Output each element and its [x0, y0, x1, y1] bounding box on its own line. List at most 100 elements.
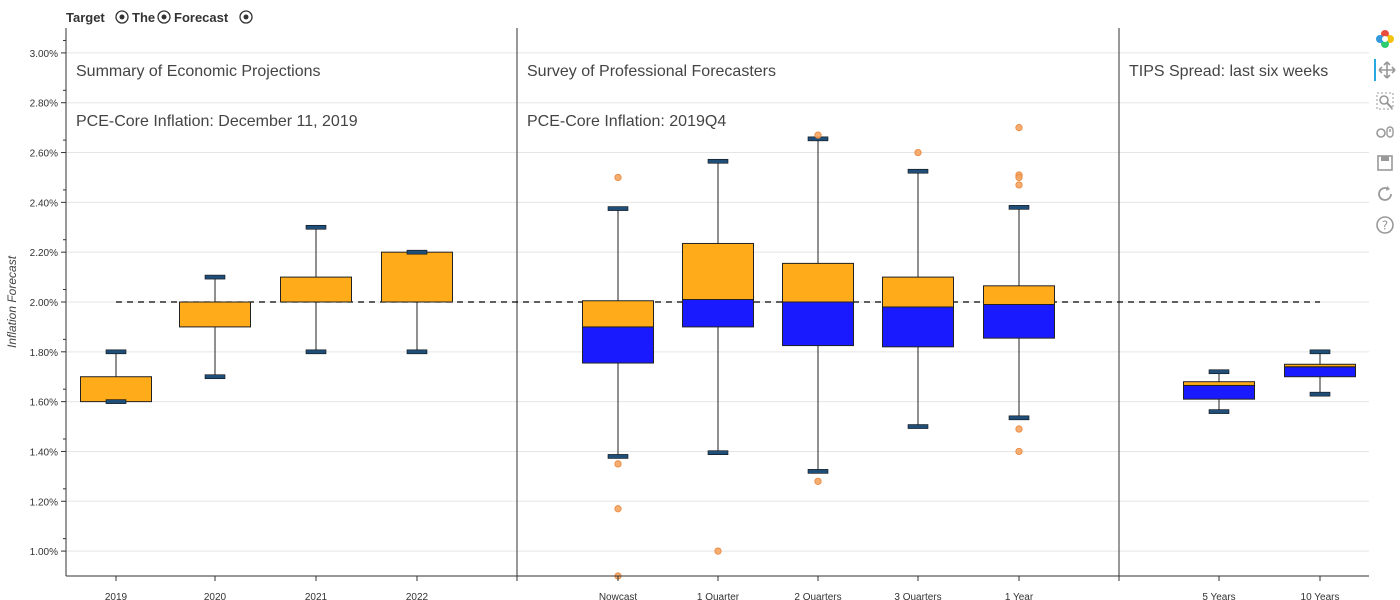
title-word: Target [66, 10, 105, 25]
target-ring [157, 10, 171, 24]
box-1-quarter [682, 158, 754, 555]
whisker-cap-upper [1208, 369, 1230, 375]
box-3-quarters [882, 148, 954, 429]
target-center [243, 14, 249, 20]
outlier-point [1015, 447, 1023, 456]
x-tick-label: 3 Quarters [894, 592, 941, 600]
whisker-cap-lower [907, 424, 929, 429]
box-upper [1284, 363, 1356, 368]
whisker-cap-upper [707, 158, 729, 164]
whisker-cap-upper [305, 224, 327, 230]
box-upper [80, 376, 152, 403]
box-lower [682, 299, 754, 328]
target-center [119, 14, 125, 20]
y-tick-label: 1.00% [30, 547, 58, 558]
x-tick-label: 2020 [204, 592, 227, 600]
y-tick-label: 3.00% [30, 49, 58, 60]
outlier-point [1015, 425, 1023, 433]
target-emoji-icon [157, 10, 171, 24]
y-tick-label: 2.60% [30, 149, 58, 160]
panel-subtitle: PCE-Core Inflation: 2019Q4 [527, 113, 726, 130]
outlier-point [714, 547, 722, 555]
box-upper [983, 285, 1055, 305]
box-upper [682, 242, 754, 301]
outlier-point [614, 505, 622, 513]
whisker-cap-lower [1008, 415, 1030, 421]
outlier-point [614, 173, 622, 182]
y-tick-label: 2.20% [30, 248, 58, 259]
box-5-years [1183, 369, 1255, 414]
x-tick-label: Nowcast [599, 592, 638, 600]
y-axis-label: Inflation Forecast [5, 255, 19, 348]
box-upper [582, 300, 654, 328]
box-2022 [381, 249, 453, 355]
panel-subtitle: PCE-Core Inflation: December 11, 2019 [76, 113, 358, 130]
whisker-cap-upper [907, 168, 929, 174]
box-nowcast [582, 173, 654, 580]
box-lower [1284, 366, 1356, 378]
box-2019 [80, 349, 152, 404]
y-tick-label: 2.40% [30, 198, 58, 209]
axes: 1.00% 1.20% 1.40% 1.60% 1.80% 2.00% 2.20% 2.40%… [5, 28, 1369, 600]
chart-title: Target The Forecast [66, 10, 253, 25]
box-plots [80, 124, 1356, 580]
box-10-years [1284, 349, 1356, 397]
box-lower [983, 303, 1055, 339]
outlier-point [914, 148, 922, 157]
x-tick-label: 1 Quarter [697, 592, 740, 600]
panel-title: Summary of Economic Projections [76, 63, 321, 80]
x-tick-label: 10 Years [1301, 592, 1340, 600]
outlier-point [814, 477, 822, 485]
pan-icon[interactable] [1374, 59, 1398, 81]
whisker-cap-lower [1208, 409, 1230, 414]
box-2-quarters [782, 131, 854, 485]
whisker-cap-upper [1309, 349, 1331, 355]
target-ring [115, 10, 129, 24]
whisker-cap-lower [607, 454, 629, 459]
outlier-point [814, 131, 822, 139]
box-upper [882, 276, 954, 308]
box-2020 [179, 274, 251, 380]
target-emoji-icon [239, 10, 253, 24]
target-ring [239, 10, 253, 24]
whisker-cap-upper [406, 249, 428, 255]
box-zoom-icon[interactable] [1374, 90, 1396, 112]
x-tick-label: 2 Quarters [794, 592, 841, 600]
y-tick-label: 2.80% [30, 99, 58, 110]
y-tick-label: 2.00% [30, 298, 58, 309]
panel-title: Survey of Professional Forecasters [527, 63, 776, 80]
x-tick-label: 2022 [406, 592, 429, 600]
y-tick-label: 1.40% [30, 447, 58, 458]
x-tick-label: 5 Years [1202, 592, 1235, 600]
whisker-cap-upper [607, 206, 629, 211]
reset-icon[interactable] [1374, 183, 1396, 205]
outlier-point [614, 460, 622, 468]
whisker-cap-upper [204, 274, 226, 280]
box-upper [782, 262, 854, 303]
box-lower [582, 326, 654, 364]
x-tick-label: 2019 [105, 592, 128, 600]
y-tick-label: 1.20% [30, 497, 58, 508]
box-lower [782, 301, 854, 347]
whisker-cap-upper [1008, 205, 1030, 210]
box-2021 [280, 224, 352, 355]
help-icon[interactable]: ? [1374, 214, 1396, 236]
panel-dividers [516, 28, 1120, 581]
toolbar: ? [1370, 28, 1400, 245]
y-tick-label: 1.60% [30, 398, 58, 409]
save-icon[interactable] [1374, 152, 1396, 174]
whisker-cap-lower [105, 399, 127, 404]
wheel-zoom-icon[interactable] [1374, 121, 1396, 143]
x-tick-label: 1 Year [1005, 592, 1034, 600]
panel-title: TIPS Spread: last six weeks [1129, 63, 1328, 80]
box-1-year [983, 124, 1055, 456]
target-emoji-icon [115, 10, 129, 24]
box-upper [381, 251, 453, 303]
whisker-cap-lower [807, 469, 829, 474]
box-lower [882, 306, 954, 348]
whisker-cap-lower [406, 349, 428, 355]
whisker-cap-lower [707, 450, 729, 456]
bokeh-logo-icon[interactable] [1374, 28, 1396, 50]
panel-labels: Summary of Economic Projections PCE-Core … [76, 63, 1328, 130]
